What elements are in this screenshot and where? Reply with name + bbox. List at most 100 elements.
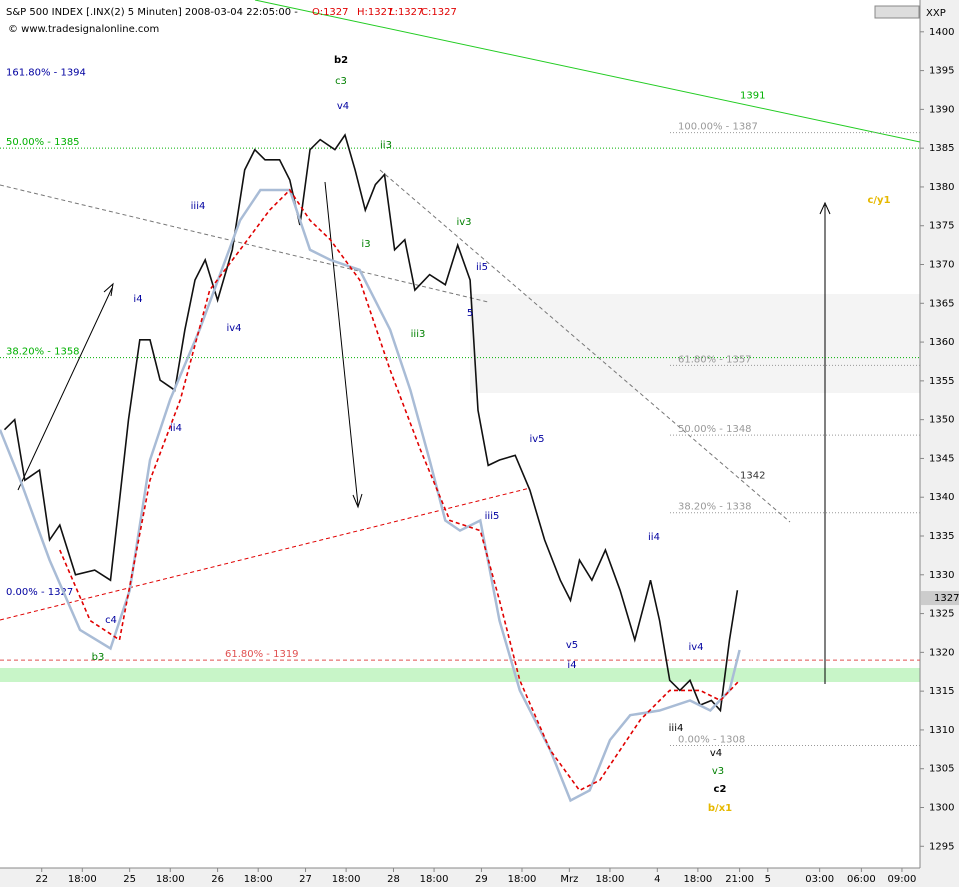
arrow-head — [819, 201, 831, 215]
ohlc-value: H:1327 — [357, 7, 393, 18]
price-tag — [921, 591, 959, 606]
level-label: 50.00% - 1385 — [6, 137, 80, 148]
x-tick-label: 27 — [299, 874, 312, 885]
wave-label: ii3 — [380, 140, 392, 151]
axis-label: XXP — [926, 8, 946, 19]
wave-label: ii4 — [170, 423, 182, 434]
series-line — [59, 188, 741, 792]
x-tick-label: 29 — [475, 874, 488, 885]
ohlc-value: L:1327 — [389, 7, 423, 18]
wave-label: b3 — [92, 652, 105, 663]
arrow-head — [352, 493, 363, 509]
arrows — [17, 181, 831, 684]
button-bar[interactable] — [874, 5, 920, 19]
wave-label: 5 — [467, 308, 473, 319]
y-tick-label: 1310 — [929, 725, 954, 736]
x-tick-label: 18:00 — [156, 874, 185, 885]
plot-area — [0, 0, 920, 868]
wave-label: v4 — [710, 748, 722, 759]
wave-label: iii4 — [191, 201, 206, 212]
x-tick-label: 25 — [123, 874, 136, 885]
level-label: 61.80% - 1357 — [678, 354, 752, 365]
arrow — [17, 287, 113, 491]
wave-label: i4 — [133, 294, 142, 305]
wave-label: v4 — [337, 101, 349, 112]
x-tick-label: 18:00 — [508, 874, 537, 885]
y-tick-label: 1365 — [929, 298, 954, 309]
y-tick-label: 1330 — [929, 570, 954, 581]
copyright: © www.tradesignalonline.com — [8, 24, 159, 35]
wave-label: iii4 — [669, 723, 684, 734]
arrow — [324, 181, 359, 506]
x-tick-label: 06:00 — [847, 874, 876, 885]
y-tick-label: 1355 — [929, 376, 954, 387]
y-tick-label: 1400 — [929, 27, 954, 38]
x-tick-label: 09:00 — [888, 874, 917, 885]
wave-label: iv4 — [688, 642, 703, 653]
y-tick-label: 1300 — [929, 802, 954, 813]
wave-label: iii3 — [411, 329, 426, 340]
window-buttons — [874, 5, 920, 19]
ohlc-value: C:1327 — [421, 7, 457, 18]
level-label: 1342 — [740, 471, 765, 482]
zone — [470, 294, 920, 393]
y-tick-label: 1315 — [929, 686, 954, 697]
x-axis-panel — [0, 868, 920, 887]
x-tick-label: 18:00 — [683, 874, 712, 885]
wave-label: iv5 — [529, 434, 544, 445]
x-tick-label: 18:00 — [332, 874, 361, 885]
y-tick-label: 1350 — [929, 415, 954, 426]
price-tag-label: 1327 — [934, 593, 959, 604]
level-label: 0.00% - 1308 — [678, 734, 745, 745]
wave-label: ii5 — [476, 262, 488, 273]
wave-label: c2 — [714, 784, 727, 795]
trend-line — [379, 169, 791, 523]
series-line — [3, 133, 739, 713]
y-tick-label: 1335 — [929, 531, 954, 542]
wave-label: iii5 — [485, 511, 500, 522]
ohlc-value: O:1327 — [312, 7, 349, 18]
y-tick-label: 1325 — [929, 609, 954, 620]
y-tick-label: 1340 — [929, 492, 954, 503]
x-tick-label: 4 — [654, 874, 660, 885]
y-tick-label: 1320 — [929, 647, 954, 658]
arrow-head — [103, 282, 114, 297]
y-tick-label: 1385 — [929, 143, 954, 154]
level-label: 50.00% - 1348 — [678, 424, 752, 435]
y-tick-label: 1360 — [929, 337, 954, 348]
x-tick-label: 28 — [387, 874, 400, 885]
wave-label: c/y1 — [867, 195, 890, 206]
y-tick-label: 1380 — [929, 182, 954, 193]
wave-label: v3 — [712, 766, 724, 777]
support-band — [0, 668, 920, 682]
x-tick-label: 18:00 — [68, 874, 97, 885]
y-tick-label: 1305 — [929, 764, 954, 775]
x-tick-label: 5 — [765, 874, 771, 885]
y-tick-label: 1395 — [929, 66, 954, 77]
wave-label: c4 — [105, 615, 117, 626]
trend-line — [254, 0, 921, 143]
wave-label: b/x1 — [708, 803, 732, 814]
wave-label: iv4 — [226, 323, 241, 334]
x-tick-label: 26 — [211, 874, 224, 885]
level-label: 38.20% - 1358 — [6, 347, 80, 358]
level-label: 161.80% - 1394 — [6, 67, 86, 78]
y-tick-label: 1295 — [929, 841, 954, 852]
wave-label: i3 — [361, 239, 370, 250]
level-label: 100.00% - 1387 — [678, 122, 758, 133]
level-label: 1318 — [735, 657, 760, 668]
y-axis-panel — [920, 0, 959, 887]
wave-label: c3 — [335, 76, 347, 87]
wave-label: i4 — [567, 660, 576, 671]
wave-label: iv3 — [456, 217, 471, 228]
wave-label: b2 — [334, 55, 348, 66]
x-tick-label: 22 — [35, 874, 48, 885]
y-tick-label: 1345 — [929, 453, 954, 464]
level-label: 61.80% - 1319 — [225, 649, 299, 660]
wave-label: v5 — [566, 640, 578, 651]
x-tick-label: 18:00 — [420, 874, 449, 885]
level-label: 1391 — [740, 91, 765, 102]
y-tick-label: 1370 — [929, 260, 954, 271]
x-tick-label: 18:00 — [244, 874, 273, 885]
